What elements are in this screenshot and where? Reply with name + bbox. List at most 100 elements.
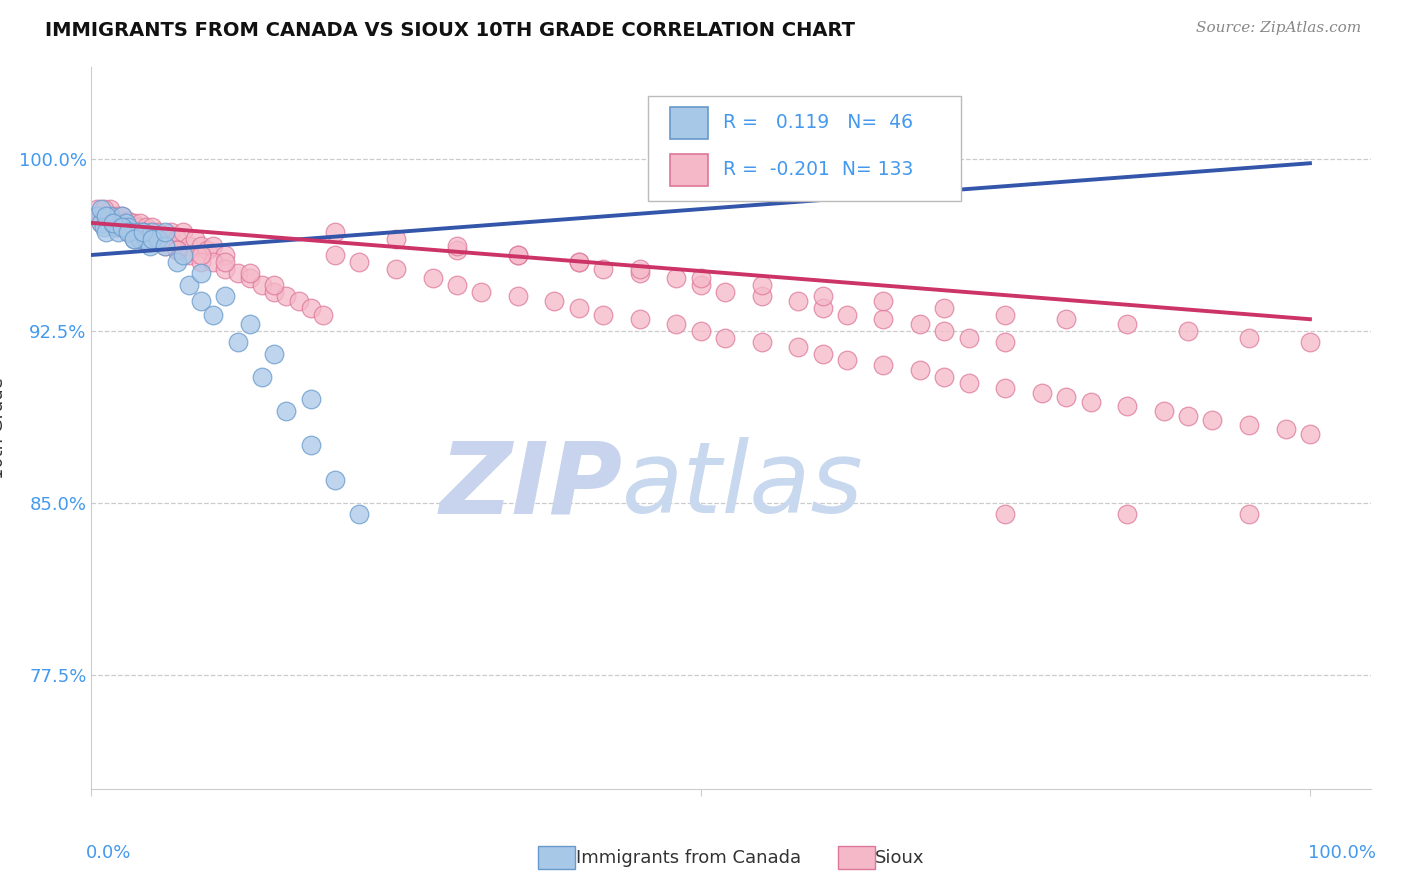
Point	[226, 266, 249, 280]
Point	[446, 277, 468, 292]
Point	[446, 239, 468, 253]
Bar	[669, 153, 709, 186]
Point	[90, 202, 112, 216]
Point	[93, 213, 115, 227]
Point	[835, 353, 858, 368]
Point	[994, 507, 1017, 521]
Point	[104, 216, 127, 230]
Point	[107, 225, 129, 239]
Point	[323, 473, 346, 487]
Point	[957, 376, 980, 391]
Point	[202, 255, 225, 269]
Point	[689, 277, 711, 292]
Point	[592, 308, 614, 322]
Point	[263, 277, 285, 292]
Point	[1299, 335, 1322, 350]
Point	[103, 213, 125, 227]
Point	[1299, 426, 1322, 441]
Point	[1116, 507, 1139, 521]
Point	[153, 225, 176, 239]
Point	[131, 225, 153, 239]
Point	[129, 232, 152, 246]
Bar	[669, 107, 709, 139]
Point	[689, 271, 711, 285]
Point	[385, 261, 408, 276]
Point	[90, 216, 112, 230]
Point	[94, 209, 117, 223]
Point	[117, 220, 139, 235]
Point	[141, 232, 163, 246]
Point	[1054, 312, 1077, 326]
Point	[994, 335, 1017, 350]
Point	[172, 248, 194, 262]
Point	[94, 209, 117, 223]
Point	[1177, 409, 1199, 423]
Point	[114, 216, 136, 230]
Point	[1237, 507, 1260, 521]
Point	[349, 507, 371, 521]
Point	[214, 255, 236, 269]
Point	[323, 225, 346, 239]
Point	[239, 317, 262, 331]
Point	[214, 261, 236, 276]
Point	[148, 232, 170, 246]
Point	[628, 261, 651, 276]
Point	[141, 232, 163, 246]
Point	[751, 289, 773, 303]
Point	[1080, 394, 1102, 409]
Point	[177, 277, 200, 292]
Point	[141, 220, 163, 235]
Point	[141, 232, 163, 246]
Point	[117, 225, 139, 239]
Point	[994, 308, 1017, 322]
Point	[299, 392, 322, 407]
Point	[86, 202, 108, 216]
Point	[263, 285, 285, 299]
Point	[628, 266, 651, 280]
Point	[714, 330, 737, 344]
Point	[568, 301, 591, 315]
Point	[103, 216, 125, 230]
Point	[422, 271, 444, 285]
Point	[1274, 422, 1296, 436]
Point	[214, 248, 236, 262]
Point	[263, 346, 285, 360]
Point	[957, 330, 980, 344]
Text: 100.0%: 100.0%	[1308, 844, 1376, 862]
Point	[159, 225, 181, 239]
Point	[628, 312, 651, 326]
Point	[141, 225, 163, 239]
Point	[131, 225, 153, 239]
Point	[872, 293, 894, 308]
Point	[104, 209, 127, 223]
Point	[299, 438, 322, 452]
Point	[470, 285, 492, 299]
Point	[872, 358, 894, 372]
Y-axis label: 10th Grade: 10th Grade	[0, 377, 7, 479]
Point	[250, 369, 273, 384]
Point	[135, 232, 157, 246]
Point	[111, 220, 134, 235]
Point	[184, 232, 207, 246]
Point	[811, 289, 834, 303]
Point	[98, 202, 121, 216]
Point	[1237, 330, 1260, 344]
Point	[93, 202, 115, 216]
Point	[239, 266, 262, 280]
Point	[202, 239, 225, 253]
Point	[287, 293, 309, 308]
Point	[190, 266, 212, 280]
Point	[811, 301, 834, 315]
Point	[908, 317, 931, 331]
Point	[214, 289, 236, 303]
Point	[94, 225, 117, 239]
Point	[751, 277, 773, 292]
Point	[568, 255, 591, 269]
Point	[446, 244, 468, 258]
Point	[1237, 417, 1260, 432]
Point	[323, 248, 346, 262]
Point	[120, 220, 142, 235]
Point	[506, 248, 529, 262]
Text: R =   0.119   N=  46: R = 0.119 N= 46	[724, 113, 914, 132]
Point	[177, 239, 200, 253]
